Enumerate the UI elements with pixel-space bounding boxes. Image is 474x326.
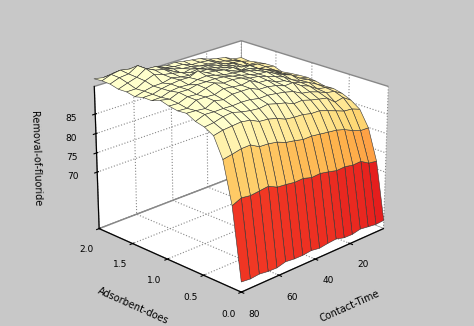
- X-axis label: Contact-Time: Contact-Time: [319, 289, 381, 324]
- Y-axis label: Adsorbent-does: Adsorbent-does: [96, 286, 170, 326]
